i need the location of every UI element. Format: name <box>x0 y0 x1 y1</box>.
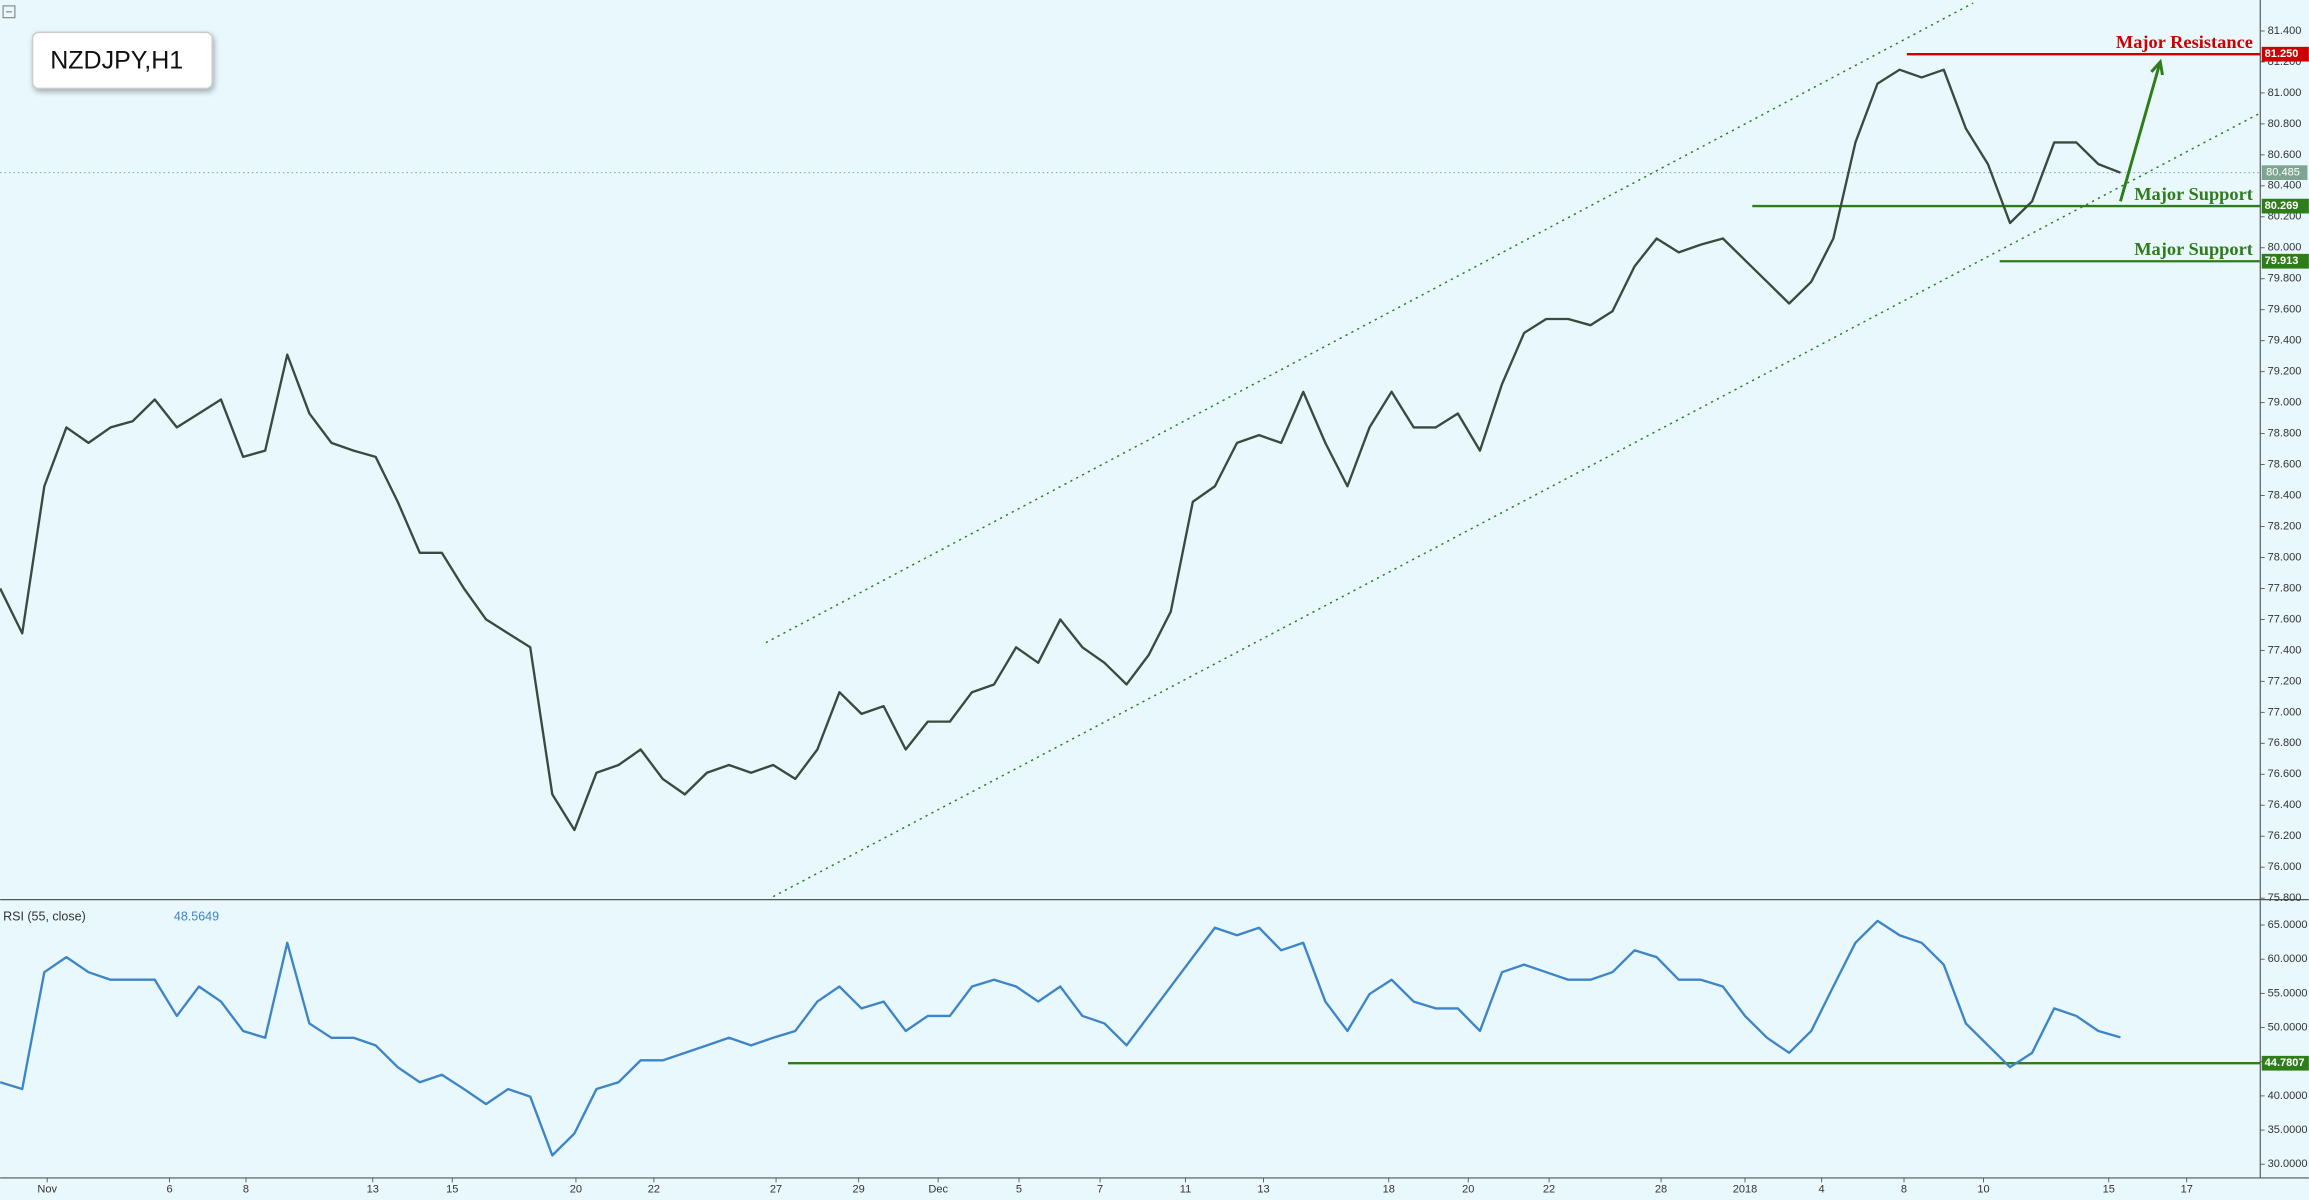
rsi-line <box>0 919 2121 1157</box>
y-tick-label: 78.600 <box>2268 458 2302 470</box>
x-tick-label: 13 <box>1257 1184 1269 1196</box>
x-tick-label: 4 <box>1819 1184 1825 1196</box>
y-tick-label: 75.800 <box>2268 892 2302 904</box>
y-tick-label: 80.600 <box>2268 149 2302 161</box>
y-tick-label: 76.400 <box>2268 799 2302 811</box>
y-tick-label: 78.200 <box>2268 520 2302 532</box>
x-tick-label: 20 <box>1462 1184 1474 1196</box>
level-box <box>2261 198 2309 214</box>
y-tick-label: 79.000 <box>2268 397 2302 409</box>
y-tick-label: 79.400 <box>2268 335 2302 347</box>
level-value-label: 80.269 <box>2265 200 2299 212</box>
y-tick-label: 79.600 <box>2268 304 2302 316</box>
y-tick-label: 55.0000 <box>2268 987 2308 999</box>
x-tick-label: 20 <box>570 1184 582 1196</box>
rsi-value: 48.5649 <box>174 910 219 924</box>
y-tick-label: 30.0000 <box>2268 1158 2308 1170</box>
x-tick-label: 8 <box>243 1184 249 1196</box>
x-tick-label: 27 <box>770 1184 782 1196</box>
y-tick-label: 78.400 <box>2268 489 2302 501</box>
x-tick-label: 11 <box>1180 1184 1191 1196</box>
level-box <box>2261 253 2309 269</box>
y-tick-label: 79.200 <box>2268 366 2302 378</box>
channel-line <box>772 112 2261 898</box>
y-tick-label: 77.400 <box>2268 644 2302 656</box>
y-tick-label: 35.0000 <box>2268 1124 2308 1136</box>
y-tick-label: 40.0000 <box>2268 1090 2308 1102</box>
y-tick-label: 81.400 <box>2268 25 2302 37</box>
y-tick-label: 76.000 <box>2268 861 2302 873</box>
x-tick-label: 6 <box>166 1184 172 1196</box>
level-name: Major Support <box>2134 184 2254 204</box>
y-tick-label: 76.200 <box>2268 830 2302 842</box>
x-tick-label: 15 <box>446 1184 458 1196</box>
x-tick-label: Nov <box>37 1184 57 1196</box>
channel-line <box>765 2 1974 644</box>
y-tick-label: 77.800 <box>2268 582 2302 594</box>
current-price-box <box>2261 165 2308 181</box>
x-tick-label: 29 <box>853 1184 865 1196</box>
level-name: Major Resistance <box>2116 32 2253 52</box>
current-price-label: 80.485 <box>2266 167 2300 179</box>
y-tick-label: 76.800 <box>2268 737 2302 749</box>
y-tick-label: 60.0000 <box>2268 953 2308 965</box>
x-tick-label: 8 <box>1901 1184 1907 1196</box>
rsi-title: RSI (55, close) <box>3 910 86 924</box>
y-tick-label: 80.000 <box>2268 242 2302 254</box>
x-tick-label: 17 <box>2181 1184 2193 1196</box>
y-tick-label: 80.400 <box>2268 180 2302 192</box>
x-tick-label: Dec <box>928 1184 948 1196</box>
arrow-shaft <box>2119 61 2162 202</box>
x-tick-label: 22 <box>648 1184 660 1196</box>
y-tick-label: 78.000 <box>2268 551 2302 563</box>
x-tick-label: 5 <box>1016 1184 1022 1196</box>
symbol-title: NZDJPY,H1 <box>50 46 183 74</box>
x-tick-label: 18 <box>1383 1184 1395 1196</box>
y-tick-label: 80.200 <box>2268 211 2302 223</box>
y-tick-label: 80.800 <box>2268 118 2302 130</box>
y-tick-label: 77.200 <box>2268 675 2302 687</box>
x-tick-label: 2018 <box>1733 1184 1758 1196</box>
x-tick-label: 15 <box>2103 1184 2115 1196</box>
y-tick-label: 77.000 <box>2268 706 2302 718</box>
level-box <box>2261 1055 2309 1071</box>
level-value-label: 79.913 <box>2265 255 2299 267</box>
level-box <box>2261 46 2309 62</box>
x-tick-label: 22 <box>1543 1184 1555 1196</box>
x-tick-label: 28 <box>1655 1184 1667 1196</box>
symbol-box <box>31 31 213 90</box>
collapse-icon[interactable] <box>2 5 16 19</box>
y-tick-label: 76.600 <box>2268 768 2302 780</box>
y-tick-label: 77.600 <box>2268 613 2302 625</box>
level-value-label: 44.7807 <box>2265 1057 2305 1069</box>
y-tick-label: 81.000 <box>2268 87 2302 99</box>
level-value-label: 81.250 <box>2265 48 2299 60</box>
arrow-head <box>2150 58 2164 76</box>
x-tick-label: 13 <box>367 1184 379 1196</box>
level-name: Major Support <box>2134 239 2254 259</box>
y-tick-label: 81.200 <box>2268 56 2302 68</box>
x-tick-label: 10 <box>1977 1184 1989 1196</box>
y-tick-label: 65.0000 <box>2268 919 2308 931</box>
x-tick-label: 7 <box>1097 1184 1103 1196</box>
price-line <box>0 68 2121 832</box>
y-tick-label: 78.800 <box>2268 428 2302 440</box>
y-tick-label: 50.0000 <box>2268 1021 2308 1033</box>
y-tick-label: 79.800 <box>2268 273 2302 285</box>
